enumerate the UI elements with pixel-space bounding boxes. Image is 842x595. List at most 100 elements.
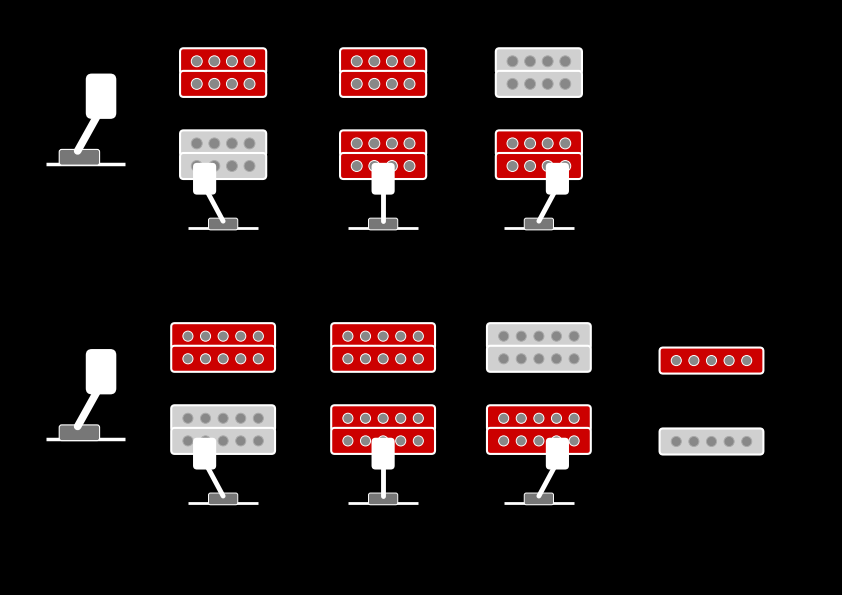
Circle shape xyxy=(560,161,571,171)
Circle shape xyxy=(236,414,246,423)
FancyBboxPatch shape xyxy=(487,428,591,454)
FancyBboxPatch shape xyxy=(193,438,216,469)
Circle shape xyxy=(742,356,752,365)
Circle shape xyxy=(236,436,246,446)
Circle shape xyxy=(569,331,579,341)
Circle shape xyxy=(724,437,734,446)
Circle shape xyxy=(516,331,526,341)
FancyBboxPatch shape xyxy=(59,149,99,165)
Circle shape xyxy=(569,436,579,446)
FancyBboxPatch shape xyxy=(171,346,275,372)
FancyBboxPatch shape xyxy=(171,428,275,454)
Circle shape xyxy=(706,356,717,365)
Circle shape xyxy=(244,161,255,171)
Circle shape xyxy=(253,414,264,423)
Circle shape xyxy=(525,79,536,89)
Circle shape xyxy=(191,138,202,149)
Circle shape xyxy=(378,354,388,364)
FancyBboxPatch shape xyxy=(331,323,435,349)
Circle shape xyxy=(498,414,509,423)
FancyBboxPatch shape xyxy=(496,71,582,97)
Circle shape xyxy=(404,79,415,89)
FancyBboxPatch shape xyxy=(340,48,426,74)
Circle shape xyxy=(191,79,202,89)
FancyBboxPatch shape xyxy=(331,428,435,454)
Circle shape xyxy=(404,56,415,67)
Circle shape xyxy=(209,138,220,149)
FancyBboxPatch shape xyxy=(496,153,582,179)
Circle shape xyxy=(516,414,526,423)
Circle shape xyxy=(343,414,353,423)
Circle shape xyxy=(183,436,193,446)
FancyBboxPatch shape xyxy=(487,346,591,372)
FancyBboxPatch shape xyxy=(525,493,553,505)
Circle shape xyxy=(369,56,380,67)
FancyBboxPatch shape xyxy=(659,428,764,455)
Circle shape xyxy=(191,161,202,171)
Circle shape xyxy=(226,138,237,149)
Circle shape xyxy=(360,436,370,446)
FancyBboxPatch shape xyxy=(546,163,569,195)
Circle shape xyxy=(534,414,544,423)
Circle shape xyxy=(351,56,362,67)
Circle shape xyxy=(200,331,210,341)
FancyBboxPatch shape xyxy=(180,153,266,179)
FancyBboxPatch shape xyxy=(180,71,266,97)
Circle shape xyxy=(343,354,353,364)
FancyBboxPatch shape xyxy=(209,493,237,505)
Circle shape xyxy=(360,331,370,341)
FancyBboxPatch shape xyxy=(86,349,116,394)
Circle shape xyxy=(218,436,228,446)
Circle shape xyxy=(542,161,553,171)
Circle shape xyxy=(507,138,518,149)
Circle shape xyxy=(498,331,509,341)
Circle shape xyxy=(200,414,210,423)
FancyBboxPatch shape xyxy=(340,71,426,97)
Circle shape xyxy=(404,138,415,149)
Circle shape xyxy=(413,436,424,446)
Circle shape xyxy=(671,437,681,446)
FancyBboxPatch shape xyxy=(171,405,275,431)
Circle shape xyxy=(369,161,380,171)
Circle shape xyxy=(552,436,562,446)
Circle shape xyxy=(378,414,388,423)
Circle shape xyxy=(218,414,228,423)
Circle shape xyxy=(498,436,509,446)
FancyBboxPatch shape xyxy=(546,438,569,469)
Circle shape xyxy=(226,79,237,89)
FancyBboxPatch shape xyxy=(369,493,397,505)
Circle shape xyxy=(507,161,518,171)
FancyBboxPatch shape xyxy=(180,48,266,74)
FancyBboxPatch shape xyxy=(331,346,435,372)
Circle shape xyxy=(378,436,388,446)
Circle shape xyxy=(404,161,415,171)
Circle shape xyxy=(516,436,526,446)
Circle shape xyxy=(542,56,553,67)
Circle shape xyxy=(396,331,406,341)
Circle shape xyxy=(253,354,264,364)
Circle shape xyxy=(413,354,424,364)
Circle shape xyxy=(396,414,406,423)
Circle shape xyxy=(351,138,362,149)
Circle shape xyxy=(552,331,562,341)
FancyBboxPatch shape xyxy=(340,153,426,179)
Circle shape xyxy=(200,354,210,364)
Circle shape xyxy=(343,436,353,446)
FancyBboxPatch shape xyxy=(659,347,764,374)
Circle shape xyxy=(396,436,406,446)
Circle shape xyxy=(236,354,246,364)
Circle shape xyxy=(413,414,424,423)
FancyBboxPatch shape xyxy=(86,74,116,119)
Circle shape xyxy=(542,79,553,89)
FancyBboxPatch shape xyxy=(496,48,582,74)
Circle shape xyxy=(183,414,193,423)
FancyBboxPatch shape xyxy=(331,405,435,431)
Circle shape xyxy=(560,138,571,149)
FancyBboxPatch shape xyxy=(371,438,395,469)
Circle shape xyxy=(226,56,237,67)
FancyBboxPatch shape xyxy=(487,323,591,349)
Circle shape xyxy=(236,331,246,341)
Circle shape xyxy=(351,79,362,89)
Circle shape xyxy=(218,354,228,364)
Circle shape xyxy=(360,414,370,423)
